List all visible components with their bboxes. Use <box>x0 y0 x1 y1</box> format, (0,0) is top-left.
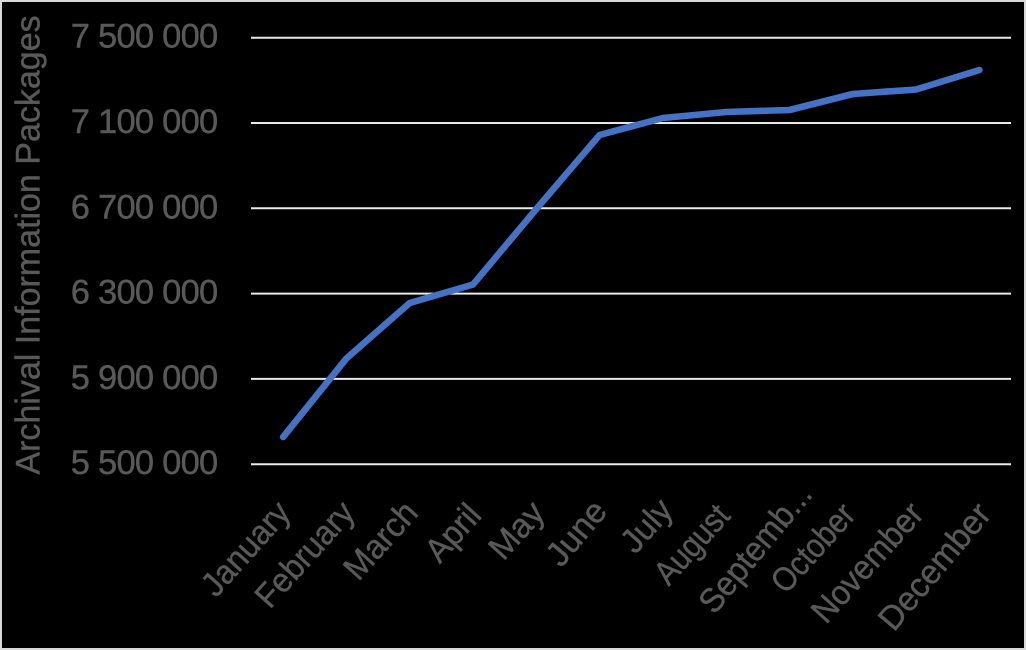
svg-text:6 700 000: 6 700 000 <box>71 188 218 226</box>
svg-text:5 900 000: 5 900 000 <box>71 359 218 397</box>
svg-text:6 300 000: 6 300 000 <box>71 274 218 312</box>
svg-text:7 500 000: 7 500 000 <box>71 18 218 56</box>
svg-text:5 500 000: 5 500 000 <box>71 444 218 482</box>
svg-text:Archival Information Packages: Archival Information Packages <box>10 15 48 474</box>
svg-text:7 100 000: 7 100 000 <box>71 103 218 141</box>
